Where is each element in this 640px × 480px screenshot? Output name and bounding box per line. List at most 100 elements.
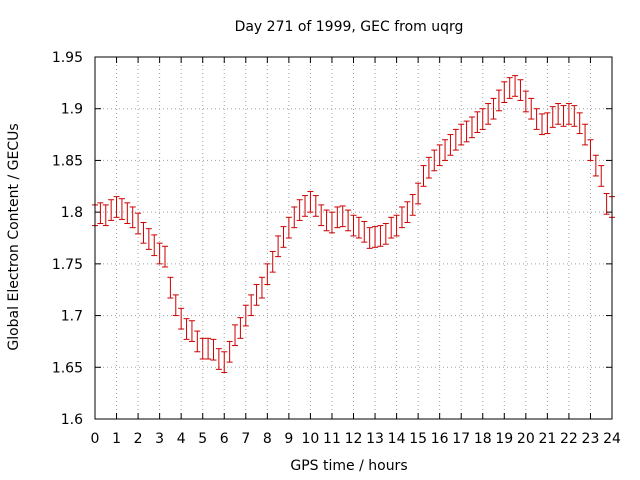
data-point [415,182,422,205]
y-tick-label: 1.6 [61,412,83,428]
data-point [565,103,572,125]
data-point [221,351,228,373]
x-tick-label: 20 [517,431,535,447]
data-point [517,79,524,101]
data-point [113,196,120,218]
data-point [576,112,583,135]
x-tick-label: 3 [155,431,164,447]
data-point [275,235,282,258]
data-point [571,105,578,127]
data-point [178,307,185,330]
data-point [215,348,222,370]
x-tick-label: 11 [323,431,341,447]
data-point [285,216,292,239]
data-point [183,318,190,340]
y-tick-labels: 1.6 1.65 1.7 1.75 1.8 1.85 1.9 1.95 [52,50,83,428]
data-point [420,165,427,187]
plot-frame [94,56,613,420]
data-point [296,199,303,221]
x-axis-label: GPS time / hours [290,458,407,474]
data-point [248,294,255,317]
data-point [350,214,357,237]
data-point [366,227,373,249]
data-point [145,228,152,250]
axis-ticks [94,56,613,420]
data-point [409,194,416,216]
x-tick-label: 1 [112,431,121,447]
data-point [102,204,109,227]
data-point [162,245,169,268]
data-point [97,202,104,225]
data-point [339,205,346,228]
data-point [151,234,158,257]
x-tick-label: 13 [366,431,384,447]
x-tick-label: 23 [582,431,600,447]
data-point [592,154,599,177]
data-point [129,206,136,229]
data-point [226,340,233,363]
data-point [382,223,389,245]
x-tick-label: 9 [284,431,293,447]
x-tick-label: 5 [198,431,207,447]
data-point [210,338,217,361]
data-point [512,75,519,97]
data-point [463,120,470,143]
data-point [436,144,443,167]
data-point [118,198,125,220]
data-point [188,320,195,342]
y-tick-label: 1.8 [61,205,83,221]
data-point [495,89,502,112]
data-point [528,97,535,120]
data-point [232,324,239,347]
data-point [603,193,610,215]
data-point [302,195,309,217]
data-point [533,108,540,130]
data-point [393,214,400,237]
data-point [237,317,244,339]
data-point [544,112,551,135]
x-tick-label: 8 [263,431,272,447]
y-tick-label: 1.7 [61,309,83,325]
x-tick-label: 15 [409,431,427,447]
data-point [205,337,212,360]
x-tick-label: 16 [431,431,449,447]
data-point [361,220,368,243]
x-tick-label: 24 [603,431,621,447]
data-point [199,337,206,360]
data-point [485,103,492,125]
data-point [404,201,411,223]
data-point [501,81,508,104]
data-point [156,242,163,265]
data-point [425,156,432,179]
data-point [167,276,174,299]
x-tick-label: 2 [134,431,143,447]
data-point [312,195,319,217]
y-axis-label: Global Electron Content / GECUs [6,123,22,350]
data-point [194,330,201,353]
data-point [307,190,314,213]
data-point [172,294,179,317]
data-point [242,304,249,327]
x-tick-label: 7 [241,431,250,447]
data-point [598,165,605,187]
data-point [431,149,438,172]
data-point [108,199,115,221]
x-tick-label: 21 [538,431,556,447]
data-point [582,123,589,146]
data-point [377,225,384,247]
data-point [323,209,330,232]
data-point [549,106,556,128]
data-point [398,206,405,229]
data-point [269,250,276,273]
x-tick-label: 12 [345,431,363,447]
x-tick-label: 10 [302,431,320,447]
data-point [140,221,147,244]
data-point [479,108,486,130]
data-point [291,206,298,229]
data-point [388,216,395,239]
data-point [587,139,594,161]
data-point [345,209,352,232]
data-point [135,212,142,235]
x-tick-label: 0 [91,431,100,447]
